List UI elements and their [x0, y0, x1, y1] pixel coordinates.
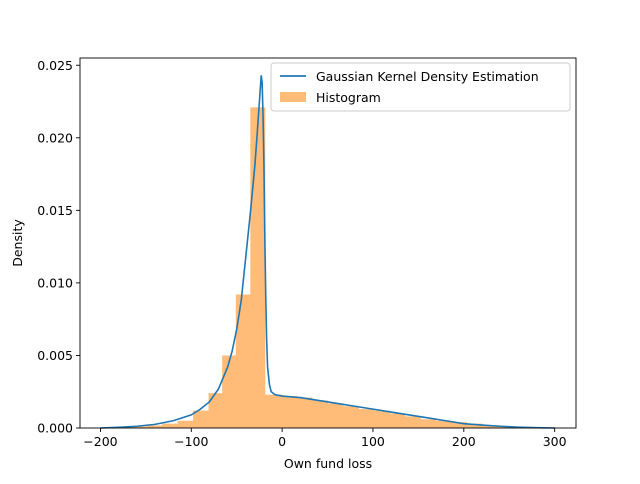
x-tick-label: 300	[543, 434, 567, 449]
histogram-bar	[343, 406, 359, 428]
y-tick-label: 0.015	[37, 203, 73, 218]
y-tick-label: 0.010	[37, 275, 73, 290]
x-tick-label: −200	[83, 434, 117, 449]
x-axis-label: Own fund loss	[284, 456, 372, 471]
plot-area	[80, 58, 576, 428]
legend-kde-label: Gaussian Kernel Density Estimation	[316, 69, 539, 84]
histogram-bar	[358, 409, 374, 428]
histogram-bar	[222, 355, 236, 428]
legend: Gaussian Kernel Density Estimation Histo…	[271, 63, 570, 111]
histogram-bar	[312, 400, 328, 428]
histogram-bar	[265, 395, 283, 428]
x-tick-label: 100	[361, 434, 385, 449]
y-tick-label: 0.005	[37, 348, 73, 363]
histogram-bar	[209, 393, 223, 428]
x-tick-label: −100	[174, 434, 208, 449]
histogram-bar	[282, 396, 297, 428]
legend-histogram-swatch	[280, 92, 306, 102]
legend-histogram-label: Histogram	[316, 90, 381, 105]
histogram-bar	[236, 295, 251, 428]
histogram-bar	[178, 421, 194, 428]
y-tick-label: 0.020	[37, 130, 73, 145]
histogram-bar	[389, 413, 405, 428]
y-tick-label: 0.025	[37, 58, 73, 73]
x-tick-label: 200	[452, 434, 476, 449]
histogram-bar	[328, 403, 344, 428]
y-tick-label: 0.000	[37, 421, 73, 436]
histogram-bar	[162, 424, 178, 428]
histogram-bar	[297, 398, 313, 428]
histogram-bar	[405, 416, 421, 428]
x-tick-label: 0	[278, 434, 286, 449]
y-axis-label: Density	[10, 219, 25, 267]
histogram-bar	[420, 419, 436, 428]
histogram-bar	[374, 411, 390, 428]
